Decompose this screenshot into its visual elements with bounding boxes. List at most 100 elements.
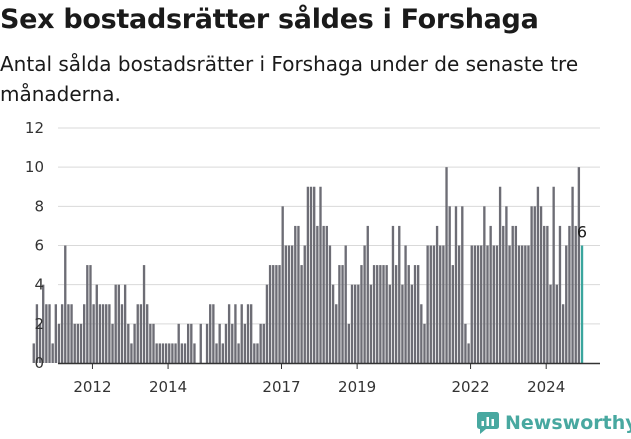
bar — [385, 265, 388, 363]
bar — [331, 284, 335, 363]
bar — [42, 284, 45, 363]
bar — [67, 304, 70, 363]
bar — [341, 265, 344, 363]
bar — [316, 225, 319, 363]
bar — [60, 304, 64, 363]
bar — [366, 225, 369, 363]
bar — [101, 304, 105, 363]
bar — [272, 265, 275, 363]
bar — [45, 304, 48, 363]
bar — [480, 245, 483, 363]
bar — [429, 245, 432, 363]
bar — [432, 245, 436, 363]
bar — [530, 206, 533, 363]
bar — [376, 265, 379, 363]
bar — [32, 343, 35, 363]
bar — [152, 323, 155, 363]
bar — [199, 323, 202, 363]
bar — [105, 304, 108, 363]
bar — [290, 245, 294, 363]
bar — [549, 284, 552, 363]
bar — [240, 304, 243, 363]
bar — [517, 245, 521, 363]
bar — [57, 323, 61, 363]
bar — [410, 284, 414, 363]
bar — [86, 265, 89, 363]
bars — [32, 167, 584, 363]
bar — [158, 343, 161, 363]
bar — [511, 225, 514, 363]
bar — [212, 304, 215, 363]
bar — [300, 265, 303, 363]
annotations: 6 — [577, 223, 587, 242]
bar — [281, 206, 284, 363]
bar — [536, 186, 540, 363]
bar — [498, 186, 502, 363]
bar — [193, 343, 196, 363]
bar — [297, 225, 300, 363]
bar — [420, 304, 423, 363]
y-tick-label: 2 — [34, 315, 44, 333]
bar — [76, 323, 80, 363]
bar — [543, 225, 546, 363]
bar — [502, 225, 505, 363]
bar — [539, 206, 543, 363]
bar — [568, 225, 571, 363]
bar — [357, 284, 360, 363]
bar — [183, 343, 187, 363]
bar — [379, 265, 382, 363]
bar — [117, 284, 121, 363]
y-tick-label: 12 — [25, 119, 44, 137]
x-axis: 2012 2014 2017 2019 2022 2024 — [58, 362, 600, 396]
bar — [347, 323, 351, 363]
bar — [398, 225, 401, 363]
bar — [177, 323, 180, 363]
bar — [190, 323, 193, 363]
bar — [149, 323, 152, 363]
bar — [83, 304, 86, 363]
bar — [467, 343, 470, 363]
bar-chart: 0 2 4 6 8 10 12 2012 2014 2017 2019 2022 2024 6 — [25, 119, 600, 396]
bar — [278, 265, 281, 363]
bar — [186, 323, 190, 363]
bar — [483, 206, 486, 363]
x-tick-label: 2014 — [149, 378, 187, 396]
bar — [234, 304, 237, 363]
bar — [417, 265, 420, 363]
bar — [108, 304, 111, 363]
bar — [303, 245, 306, 363]
bar — [350, 284, 354, 363]
x-tick-label: 2012 — [73, 378, 111, 396]
x-tick-label: 2019 — [338, 378, 376, 396]
bar — [209, 304, 212, 363]
x-tick-label: 2024 — [527, 378, 565, 396]
bar — [161, 343, 165, 363]
bar — [133, 323, 136, 363]
bar — [457, 245, 461, 363]
bar — [120, 304, 124, 363]
bar — [127, 323, 130, 363]
bar — [168, 343, 171, 363]
bar — [571, 186, 574, 363]
bar — [464, 323, 467, 363]
bar — [552, 186, 555, 363]
bar — [363, 245, 366, 363]
bar — [508, 245, 511, 363]
bar — [470, 245, 473, 363]
bar — [313, 186, 316, 363]
bar — [461, 206, 464, 363]
bar — [533, 206, 536, 363]
bar — [413, 265, 417, 363]
bar — [335, 304, 338, 363]
bar — [262, 323, 265, 363]
brand-logo: Newsworthy — [477, 408, 631, 438]
y-tick-label: 4 — [34, 276, 44, 294]
bar — [372, 265, 376, 363]
x-tick-label: 2017 — [262, 378, 300, 396]
bar — [227, 304, 231, 363]
bar — [79, 323, 83, 363]
bar — [294, 225, 297, 363]
bar-highlight — [580, 245, 584, 363]
bar — [250, 304, 253, 363]
bar — [546, 225, 549, 363]
